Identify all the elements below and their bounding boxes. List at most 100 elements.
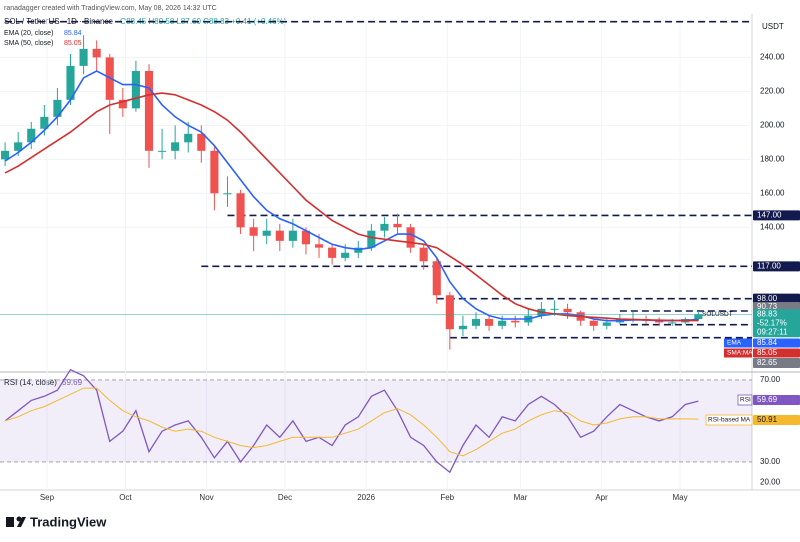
level-label-box: [753, 261, 800, 272]
x-tick-label: May: [672, 493, 687, 502]
rsi-legend-value: 59.69: [62, 378, 83, 387]
level-label: 90.73: [757, 302, 778, 311]
countdown: 09:27:11: [757, 327, 788, 336]
rsi-label: 50.91: [757, 415, 778, 424]
y-tick-label: 180.00: [760, 154, 785, 163]
candle-body: [66, 65, 75, 100]
candle-body: [27, 128, 36, 143]
candle-body: [589, 320, 598, 326]
candle-body: [92, 48, 101, 58]
logo-mark: [17, 517, 26, 527]
legend-entry: SMA (50, close): [4, 40, 53, 47]
level-label-box: [753, 358, 800, 368]
candle-body: [354, 247, 363, 253]
candle-body: [445, 295, 454, 330]
legend-entry: EMA (20, close): [4, 30, 53, 37]
candle-body: [341, 252, 350, 258]
y-tick-label: 220.00: [760, 86, 785, 95]
x-tick-label: Dec: [278, 493, 292, 502]
last-price: 88.83: [757, 309, 778, 318]
candle-body: [144, 70, 154, 151]
ma-label: 85.84: [757, 338, 778, 347]
rsi-band: [0, 379, 752, 462]
rsi-title: RSI (14, close): [4, 378, 57, 387]
candle-body: [458, 325, 467, 330]
y-tick-label: 140.00: [760, 222, 785, 231]
candle-body: [432, 261, 441, 296]
legend-value: 85.05: [64, 40, 82, 47]
rsi-tag: RSI-based MA: [708, 417, 751, 424]
level-label: 82.65: [757, 358, 778, 367]
candle-body: [288, 230, 297, 241]
candle-body: [53, 99, 62, 117]
level-label: 117.00: [757, 261, 781, 270]
x-tick-label: Sep: [40, 493, 55, 502]
ma-tag-box: [724, 348, 752, 358]
rsi-line: [4, 368, 699, 474]
rsi-line: [4, 387, 699, 457]
candle-body: [14, 142, 23, 151]
legend-value: 85.84: [64, 30, 82, 37]
ma-tag-box: [724, 338, 752, 348]
currency: USDT: [762, 22, 784, 31]
ma-label: 85.05: [757, 348, 778, 357]
level-label: 147.00: [757, 210, 782, 219]
rsi-tag-box: [737, 394, 753, 406]
candle-body: [275, 230, 284, 241]
candle-body: [668, 322, 677, 324]
x-tick-label: Oct: [119, 493, 132, 502]
candle-body: [393, 223, 402, 228]
rsi-tick-label: 70.00: [760, 375, 781, 384]
ma-label-box: [753, 348, 800, 358]
rsi-tag-box: [705, 414, 753, 426]
candle-body: [471, 319, 481, 326]
candle-body: [511, 320, 520, 323]
ma-label-box: [753, 338, 800, 348]
candle-body: [158, 150, 167, 152]
candle-body: [314, 244, 324, 248]
candle-body: [602, 322, 611, 326]
last-price-symbol: SOLUSDT: [702, 311, 733, 318]
candle-body: [171, 142, 180, 151]
level-label: 98.00: [757, 294, 778, 303]
candle-body: [262, 230, 271, 236]
logo-mark: [16, 516, 22, 522]
x-tick-label: Mar: [514, 493, 528, 502]
candle-body: [118, 99, 127, 109]
candle-body: [485, 319, 494, 326]
ma-line: [4, 92, 699, 322]
candle-body: [301, 230, 311, 245]
candle-body: [131, 70, 140, 109]
x-tick-label: Apr: [595, 493, 608, 502]
ma-tag: SMA:MA: [727, 350, 753, 357]
rsi-tag: RSI: [740, 397, 751, 404]
rsi-label-box: [753, 415, 800, 425]
last-price-line: [0, 314, 752, 315]
candle-body: [1, 150, 10, 160]
candle-body: [655, 320, 664, 323]
last-price-box: [753, 309, 800, 338]
candle-body: [367, 230, 376, 248]
candle-body: [328, 247, 337, 258]
x-tick-label: Nov: [199, 493, 213, 502]
price-change: -52.17%: [757, 318, 787, 327]
x-tick-label: Feb: [440, 493, 454, 502]
brand-logo: TradingView: [6, 514, 107, 529]
candle-body: [380, 223, 389, 231]
candle-body: [223, 193, 232, 195]
candle-body: [498, 320, 507, 326]
ma-tag: EMA: [727, 340, 742, 347]
brand: TradingView: [30, 514, 107, 529]
candle-body: [79, 48, 88, 66]
level-label-box: [753, 210, 800, 221]
candle-body: [184, 133, 193, 143]
rsi-label-box: [753, 395, 800, 405]
x-tick-label: 2026: [357, 493, 375, 502]
level-label-box: [753, 293, 800, 304]
attribution: ranadagger created with TradingView.com,…: [4, 5, 217, 12]
y-tick-label: 200.00: [760, 120, 785, 129]
rsi-label: 59.69: [757, 395, 778, 404]
symbol-title: SOL / TetherUS · 1D · Binance: [4, 17, 113, 26]
candle-body: [419, 247, 428, 262]
